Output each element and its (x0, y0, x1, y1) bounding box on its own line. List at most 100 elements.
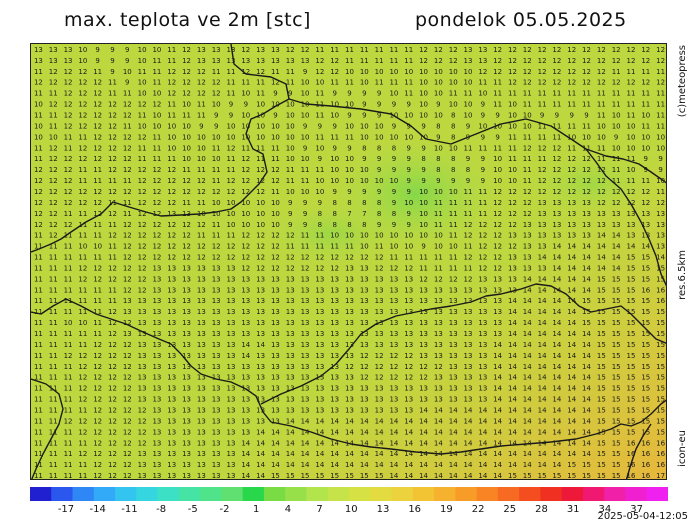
temperature-value: 12 (493, 68, 502, 76)
temperature-value: 15 (597, 406, 606, 414)
temperature-value: 11 (64, 133, 73, 141)
temperature-value: 14 (552, 264, 561, 272)
temperature-value: 9 (362, 101, 366, 109)
temperature-value: 14 (241, 461, 250, 469)
temperature-value: 14 (582, 264, 591, 272)
temperature-value: 12 (552, 177, 561, 185)
temperature-value: 12 (582, 155, 591, 163)
temperature-value: 11 (64, 144, 73, 152)
temperature-value: 13 (182, 275, 191, 283)
temperature-value: 13 (523, 254, 532, 262)
color-scale-tick-label: 7 (316, 504, 323, 515)
temperature-value: 10 (227, 122, 236, 130)
temperature-value: 10 (419, 199, 428, 207)
temperature-value: 12 (197, 254, 206, 262)
temperature-value: 13 (345, 374, 354, 382)
temperature-value: 10 (138, 57, 147, 65)
temperature-value: 11 (64, 308, 73, 316)
temperature-value: 10 (360, 243, 369, 251)
temperature-value: 10 (360, 166, 369, 174)
temperature-value: 11 (256, 155, 265, 163)
temperature-value: 12 (78, 264, 87, 272)
temperature-value: 11 (227, 155, 236, 163)
temperature-value: 10 (78, 46, 87, 54)
temperature-value: 14 (375, 439, 384, 447)
color-scale-swatch (115, 487, 137, 501)
temperature-value: 15 (597, 297, 606, 305)
temperature-value: 12 (523, 144, 532, 152)
temperature-value: 15 (612, 275, 621, 283)
temperature-value: 13 (552, 210, 561, 218)
temperature-value: 14 (567, 417, 576, 425)
temperature-value: 8 (451, 166, 455, 174)
temperature-value: 12 (123, 188, 132, 196)
temperature-value: 13 (404, 406, 413, 414)
temperature-value: 13 (330, 385, 339, 393)
temperature-value: 14 (419, 406, 428, 414)
temperature-value: 11 (49, 428, 58, 436)
temperature-value: 17 (656, 472, 665, 480)
temperature-value: 8 (392, 144, 396, 152)
temperature-value: 14 (389, 439, 398, 447)
temperature-value: 13 (508, 275, 517, 283)
temperature-value: 12 (78, 385, 87, 393)
temperature-value: 14 (256, 461, 265, 469)
temperature-value: 11 (34, 243, 43, 251)
temperature-value: 11 (627, 101, 636, 109)
temperature-value: 11 (315, 166, 324, 174)
temperature-value: 13 (493, 286, 502, 294)
temperature-value: 13 (197, 385, 206, 393)
temperature-value: 14 (552, 286, 561, 294)
temperature-value: 13 (508, 286, 517, 294)
temperature-value: 10 (434, 188, 443, 196)
temperature-value: 12 (123, 396, 132, 404)
temperature-value: 12 (34, 79, 43, 87)
temperature-value: 13 (315, 374, 324, 382)
temperature-value: 12 (330, 57, 339, 65)
temperature-value: 9 (644, 166, 648, 174)
temperature-value: 13 (167, 363, 176, 371)
temperature-value: 14 (552, 428, 561, 436)
temperature-value: 11 (64, 450, 73, 458)
temperature-value: 14 (493, 363, 502, 371)
temperature-value: 12 (419, 57, 428, 65)
temperature-value: 12 (567, 46, 576, 54)
temperature-value: 12 (641, 188, 650, 196)
temperature-value: 12 (123, 417, 132, 425)
temperature-value: 11 (597, 90, 606, 98)
temperature-value: 14 (538, 417, 547, 425)
temperature-value: 12 (64, 188, 73, 196)
temperature-value: 12 (123, 461, 132, 469)
temperature-value: 11 (315, 112, 324, 120)
temperature-value: 12 (64, 221, 73, 229)
temperature-value: 10 (123, 68, 132, 76)
temperature-value: 13 (138, 396, 147, 404)
temperature-value: 13 (197, 428, 206, 436)
temperature-value: 12 (523, 46, 532, 54)
temperature-value: 10 (241, 199, 250, 207)
temperature-value: 13 (656, 210, 665, 218)
temperature-value: 13 (34, 46, 43, 54)
temperature-value: 11 (404, 57, 413, 65)
temperature-value: 9 (407, 221, 411, 229)
temperature-value: 11 (612, 68, 621, 76)
temperature-value: 11 (78, 166, 87, 174)
temperature-value: 10 (286, 101, 295, 109)
temperature-value: 12 (301, 254, 310, 262)
temperature-value: 14 (508, 450, 517, 458)
temperature-value: 12 (108, 210, 117, 218)
temperature-value: 13 (641, 232, 650, 240)
temperature-value: 14 (389, 461, 398, 469)
temperature-value: 13 (152, 428, 161, 436)
temperature-value: 12 (567, 177, 576, 185)
temperature-value: 14 (597, 264, 606, 272)
temperature-value: 11 (197, 101, 206, 109)
temperature-value: 14 (538, 396, 547, 404)
temperature-value: 13 (330, 396, 339, 404)
temperature-value: 15 (597, 363, 606, 371)
temperature-value: 12 (286, 46, 295, 54)
temperature-value: 12 (138, 166, 147, 174)
temperature-value: 9 (421, 122, 425, 130)
temperature-value: 14 (567, 319, 576, 327)
temperature-value: 15 (345, 472, 354, 480)
